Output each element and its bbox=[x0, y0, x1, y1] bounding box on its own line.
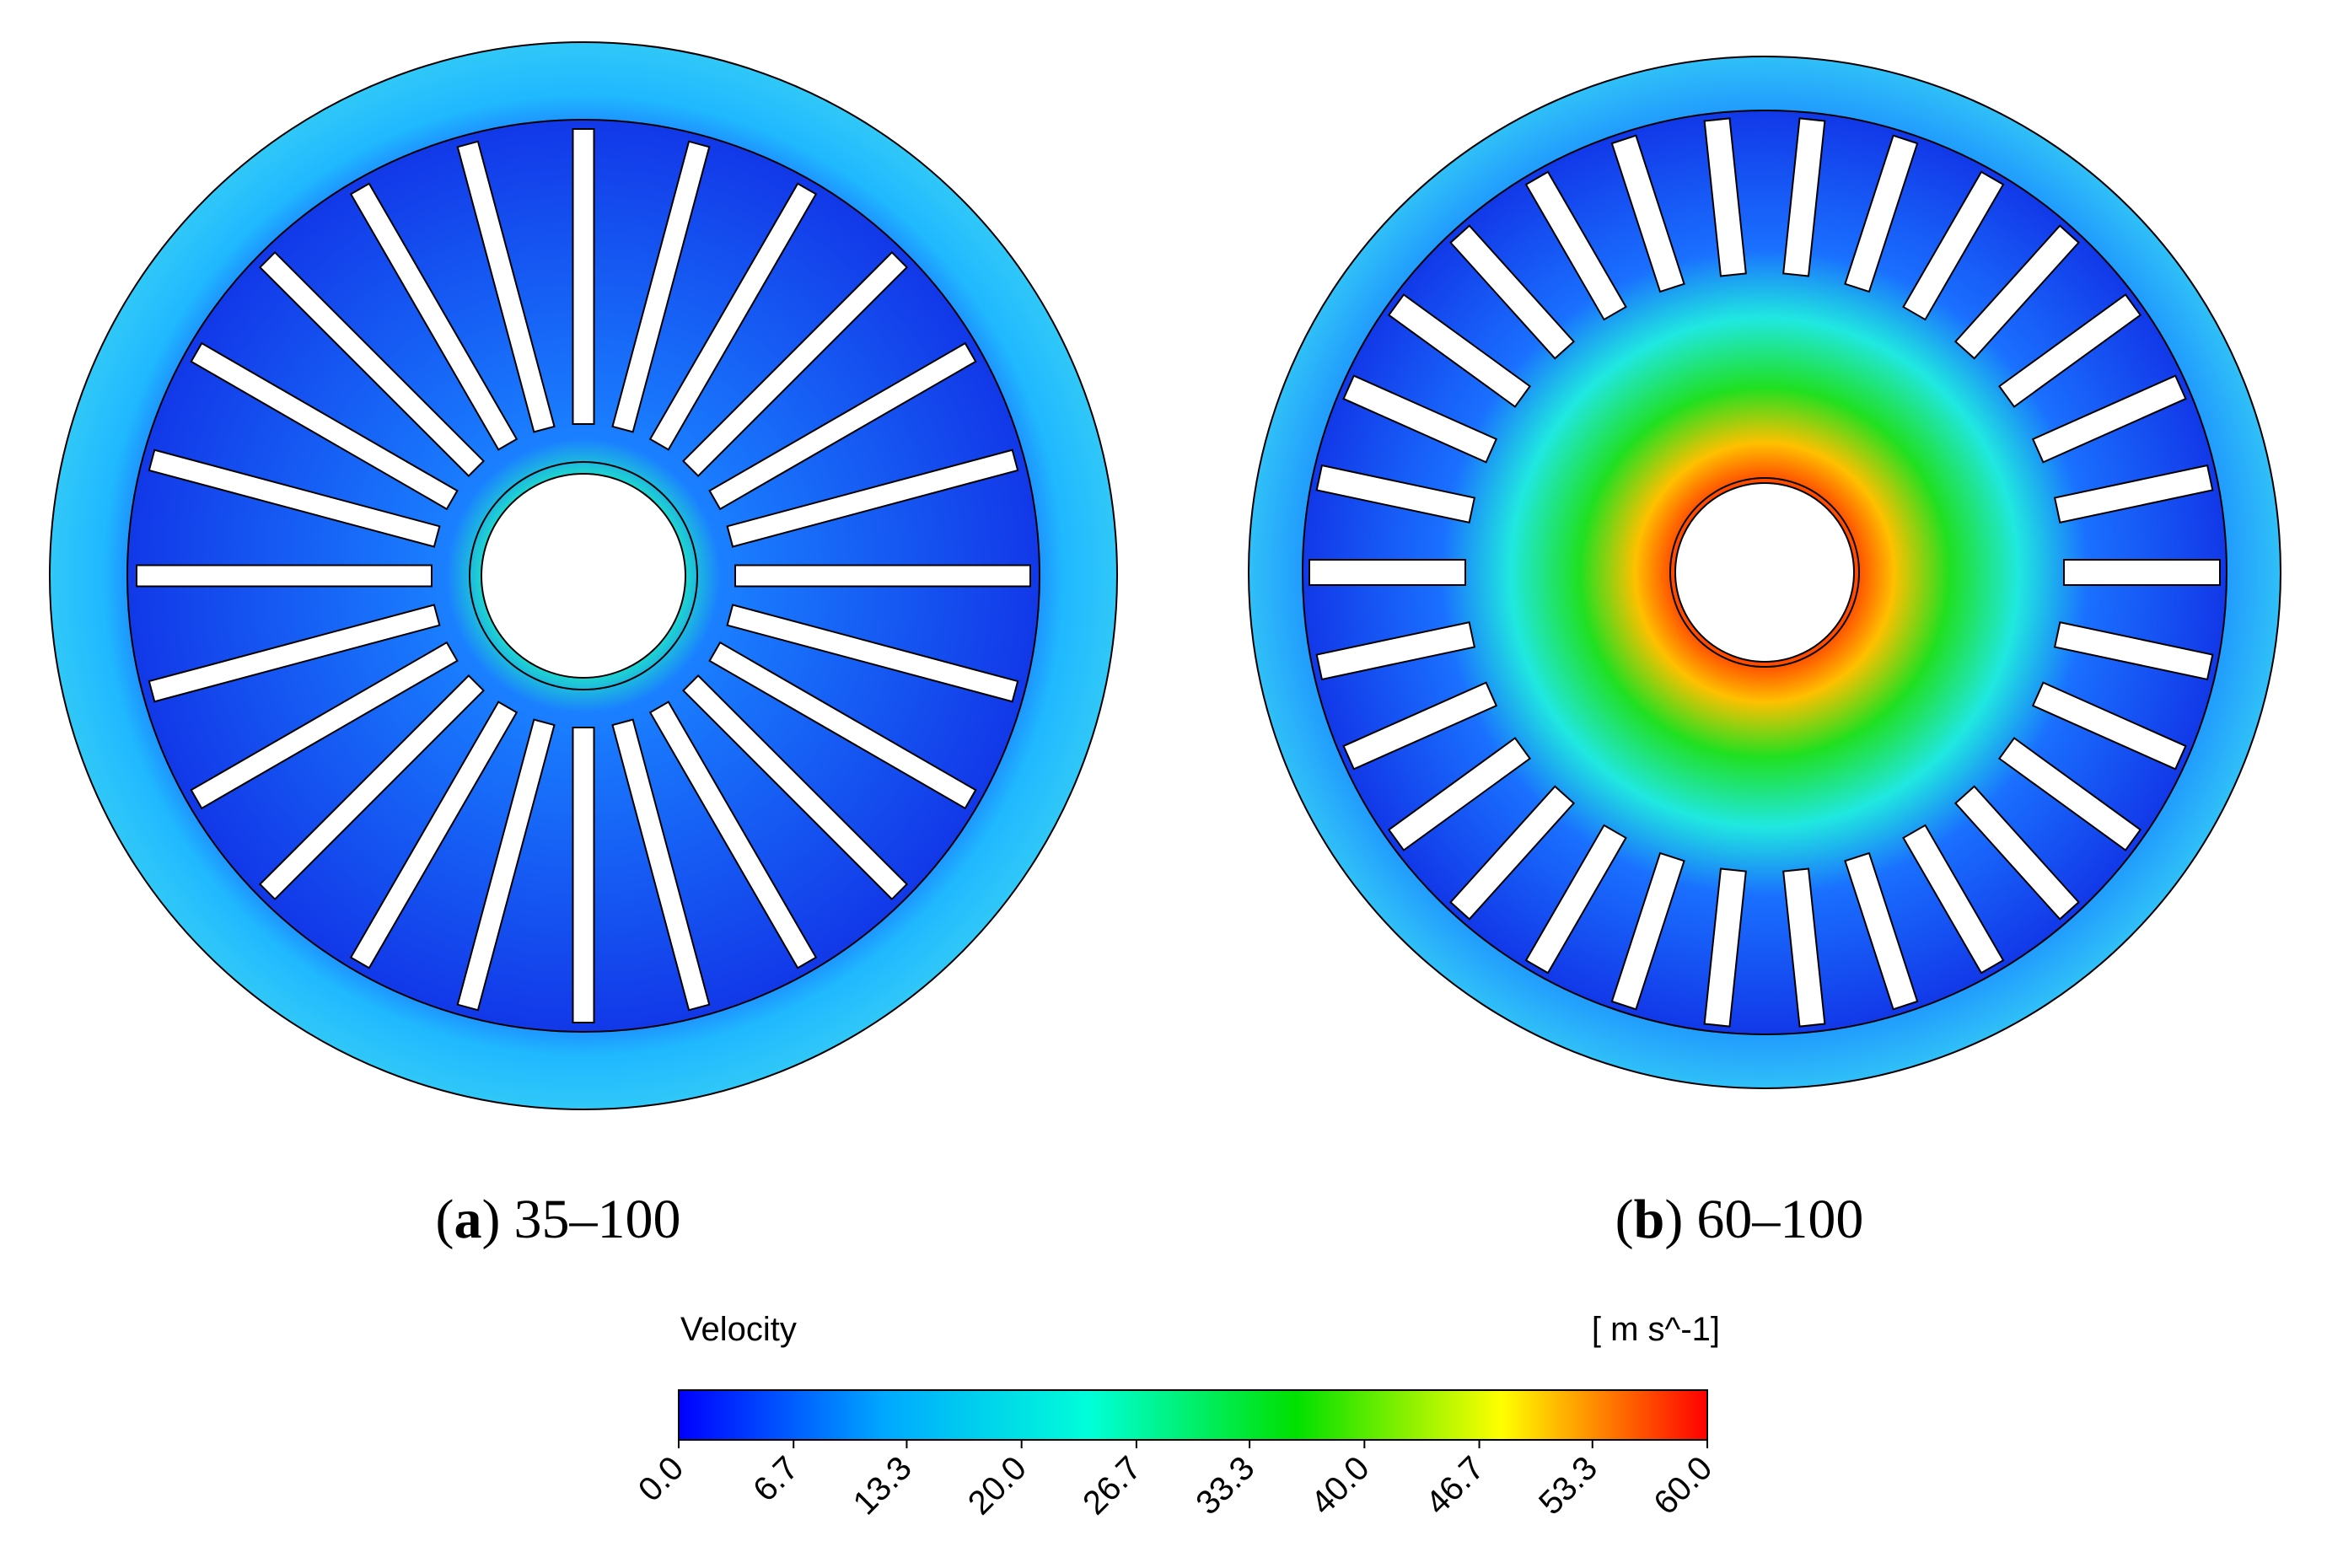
caption: (a) 35–100 bbox=[436, 1189, 681, 1250]
caption-close: ) bbox=[1664, 1189, 1683, 1250]
blade bbox=[726, 604, 1019, 703]
blade bbox=[1610, 851, 1685, 1011]
colorbar: Velocity [ m s^-1] 0.0 6.7 13.3 20.0 26.7 33.3 4… bbox=[631, 1311, 1720, 1522]
colorbar-tick-label: 0.0 bbox=[631, 1449, 691, 1508]
blade bbox=[572, 727, 595, 1023]
panels: (a) 35–100 (b) 60–100 bbox=[49, 41, 2281, 1250]
blade bbox=[1342, 374, 1498, 464]
blade bbox=[190, 641, 459, 810]
hub bbox=[481, 473, 686, 679]
caption-text: 60–100 bbox=[1696, 1189, 1863, 1250]
blade bbox=[349, 701, 519, 969]
colorbar-label: Velocity bbox=[680, 1311, 797, 1348]
blade bbox=[349, 182, 519, 451]
blade bbox=[190, 341, 459, 511]
blade bbox=[726, 448, 1019, 548]
blade bbox=[258, 674, 485, 901]
caption-letter: b bbox=[1634, 1189, 1665, 1250]
blade bbox=[1902, 824, 2005, 975]
blade bbox=[148, 604, 441, 703]
colorbar-tick-label: 40.0 bbox=[1304, 1449, 1377, 1522]
caption: (b) 60–100 bbox=[1615, 1189, 1864, 1250]
colorbar-tick-label: 20.0 bbox=[961, 1449, 1034, 1522]
blade bbox=[1387, 293, 1532, 408]
caption-open: ( bbox=[436, 1189, 454, 1250]
blade bbox=[258, 250, 485, 477]
blade bbox=[1315, 464, 1476, 524]
colorbar-tick-label: 13.3 bbox=[846, 1449, 919, 1522]
blade bbox=[1309, 559, 1466, 586]
blade bbox=[1782, 867, 1826, 1028]
blade bbox=[708, 641, 977, 810]
blade bbox=[572, 128, 595, 425]
caption-text: 35–100 bbox=[513, 1189, 680, 1250]
blade bbox=[2053, 620, 2214, 681]
blade bbox=[1953, 785, 2080, 921]
caption-close: ) bbox=[482, 1189, 501, 1250]
colorbar-tick-label: 6.7 bbox=[746, 1449, 805, 1508]
blade bbox=[1997, 293, 2142, 408]
blade bbox=[136, 564, 433, 588]
blade bbox=[1524, 824, 1627, 975]
caption-open: ( bbox=[1615, 1189, 1634, 1250]
blade bbox=[1844, 134, 1919, 293]
blade bbox=[1703, 117, 1747, 277]
blade bbox=[734, 564, 1031, 588]
caption-letter: a bbox=[454, 1189, 482, 1250]
blade bbox=[1449, 224, 1576, 360]
colorbar-tick-label: 53.3 bbox=[1532, 1449, 1604, 1522]
colorbar-tick-label: 46.7 bbox=[1419, 1449, 1491, 1522]
blade bbox=[1524, 170, 1627, 321]
blade bbox=[2031, 374, 2187, 464]
blade bbox=[1902, 170, 2005, 321]
colorbar-unit: [ m s^-1] bbox=[1592, 1311, 1720, 1348]
blade bbox=[1844, 851, 1919, 1011]
colorbar-tick-label: 60.0 bbox=[1647, 1449, 1719, 1522]
blade bbox=[456, 718, 556, 1012]
blade bbox=[708, 341, 977, 511]
blade bbox=[2031, 681, 2187, 771]
colorbar-tick-label: 26.7 bbox=[1076, 1449, 1148, 1522]
blade bbox=[682, 250, 909, 477]
blade bbox=[2063, 559, 2221, 586]
blade bbox=[682, 674, 909, 901]
colorbar-bar bbox=[678, 1389, 1708, 1441]
blade bbox=[1703, 867, 1747, 1028]
blade bbox=[611, 140, 711, 433]
blade bbox=[1610, 134, 1685, 293]
hub bbox=[1674, 482, 1855, 663]
colorbar-tick-label: 33.3 bbox=[1189, 1449, 1261, 1522]
blade bbox=[1315, 620, 1476, 681]
blade bbox=[648, 182, 818, 451]
flow-panel: (b) 60–100 bbox=[1248, 56, 2281, 1250]
blade bbox=[611, 718, 711, 1012]
blade bbox=[1953, 224, 2080, 360]
flow-panel: (a) 35–100 bbox=[49, 41, 1118, 1250]
blade bbox=[648, 701, 818, 969]
hub-ring bbox=[1669, 477, 1860, 668]
blade bbox=[1342, 681, 1498, 771]
blade bbox=[1997, 737, 2142, 851]
hub-ring bbox=[469, 461, 698, 690]
blade bbox=[2053, 464, 2214, 524]
blade bbox=[1782, 117, 1826, 277]
blade bbox=[456, 140, 556, 433]
blade bbox=[148, 448, 441, 548]
blade bbox=[1387, 737, 1532, 851]
blade bbox=[1449, 785, 1576, 921]
